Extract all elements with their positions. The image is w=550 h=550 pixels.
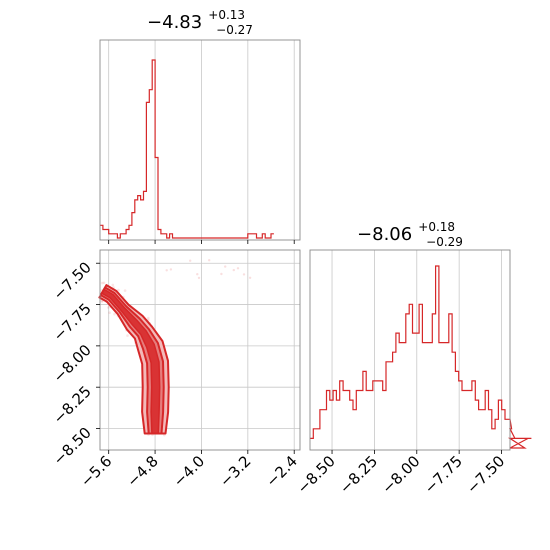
contour-levels (98, 284, 170, 435)
scatter-point (102, 281, 106, 285)
histogram-step-line (310, 265, 532, 449)
scatter-point (126, 334, 129, 337)
scatter-point (248, 276, 252, 279)
param-1-plus: +0.13 (208, 8, 245, 22)
scatter-point (147, 316, 150, 320)
y-tick-label: −8.00 (50, 341, 95, 386)
panel-frame (99, 249, 301, 451)
histogram-step-line (100, 59, 274, 239)
scatter-point (100, 300, 104, 303)
y-tick-label: −8.50 (50, 424, 95, 469)
param-1-minus: −0.27 (216, 23, 253, 37)
scatter-point (111, 283, 115, 287)
scatter-point (100, 281, 104, 285)
scatter-point (165, 269, 168, 272)
scatter-point (108, 311, 111, 315)
x-ticks: −8.50−8.25−8.00−7.75−7.50 (294, 450, 508, 497)
x-tick-label: −3.2 (216, 452, 254, 490)
x-tick-label: −5.6 (77, 452, 115, 490)
scatter-point (236, 267, 240, 270)
x-tick-label: −7.75 (421, 452, 466, 497)
scatter-point (107, 306, 110, 309)
scatter-point (197, 276, 201, 280)
scatter-point (224, 265, 227, 268)
param-2-title: −8.06 +0.18 −0.29 (357, 216, 463, 249)
panel-background (100, 40, 300, 240)
scatter-point (220, 272, 223, 276)
gridlines (331, 250, 502, 450)
scatter-point (242, 273, 246, 276)
panel-background (310, 250, 510, 450)
contour-panel: −5.6 −4.8 −4.0 −3.2 −2.4 −7.50−7.75−8.00−8.2… (50, 249, 301, 491)
param-2-median: −8.06 (357, 224, 412, 245)
contour-middle (99, 286, 165, 435)
scatter-point (169, 268, 173, 271)
x-tick-label: −8.50 (294, 452, 339, 497)
y-ticks: −7.50−7.75−8.00−8.25−8.50 (50, 258, 100, 469)
x-tick-label: −8.25 (336, 452, 381, 497)
scatter-point (113, 312, 116, 316)
histogram-panel-param-1: −4.83 +0.13 −0.27 (99, 4, 301, 244)
panel-frame (99, 39, 301, 241)
x-ticks: −5.6 −4.8 −4.0 −3.2 −2.4 (77, 450, 301, 491)
param-2-minus: −0.29 (426, 235, 463, 249)
y-tick-label: −7.50 (50, 258, 95, 303)
histogram-panel-param-2: −8.50−8.25−8.00−7.75−7.50 −8.06 +0.18 −0… (294, 216, 532, 497)
y-tick-label: −7.75 (50, 300, 95, 345)
param-2-plus: +0.18 (418, 220, 455, 234)
param-1-median: −4.83 (147, 12, 202, 33)
x-tick-label: −4.0 (170, 452, 208, 490)
scatter-point (189, 259, 192, 262)
x-tick-label: −7.50 (463, 452, 508, 497)
scatter-point (232, 268, 235, 272)
x-tick-label: −4.8 (123, 452, 161, 490)
scatter-point (117, 288, 120, 292)
y-tick-label: −8.25 (50, 382, 95, 427)
scatter-point (208, 259, 211, 262)
panel-frame (309, 249, 511, 451)
scatter-point (196, 273, 199, 276)
param-1-title: −4.83 +0.13 −0.27 (147, 4, 253, 37)
scatter-point (123, 289, 127, 292)
panel-background (100, 250, 300, 450)
x-tick-label: −8.00 (378, 452, 423, 497)
x-ticks (108, 240, 295, 244)
contour-inner (101, 288, 161, 435)
